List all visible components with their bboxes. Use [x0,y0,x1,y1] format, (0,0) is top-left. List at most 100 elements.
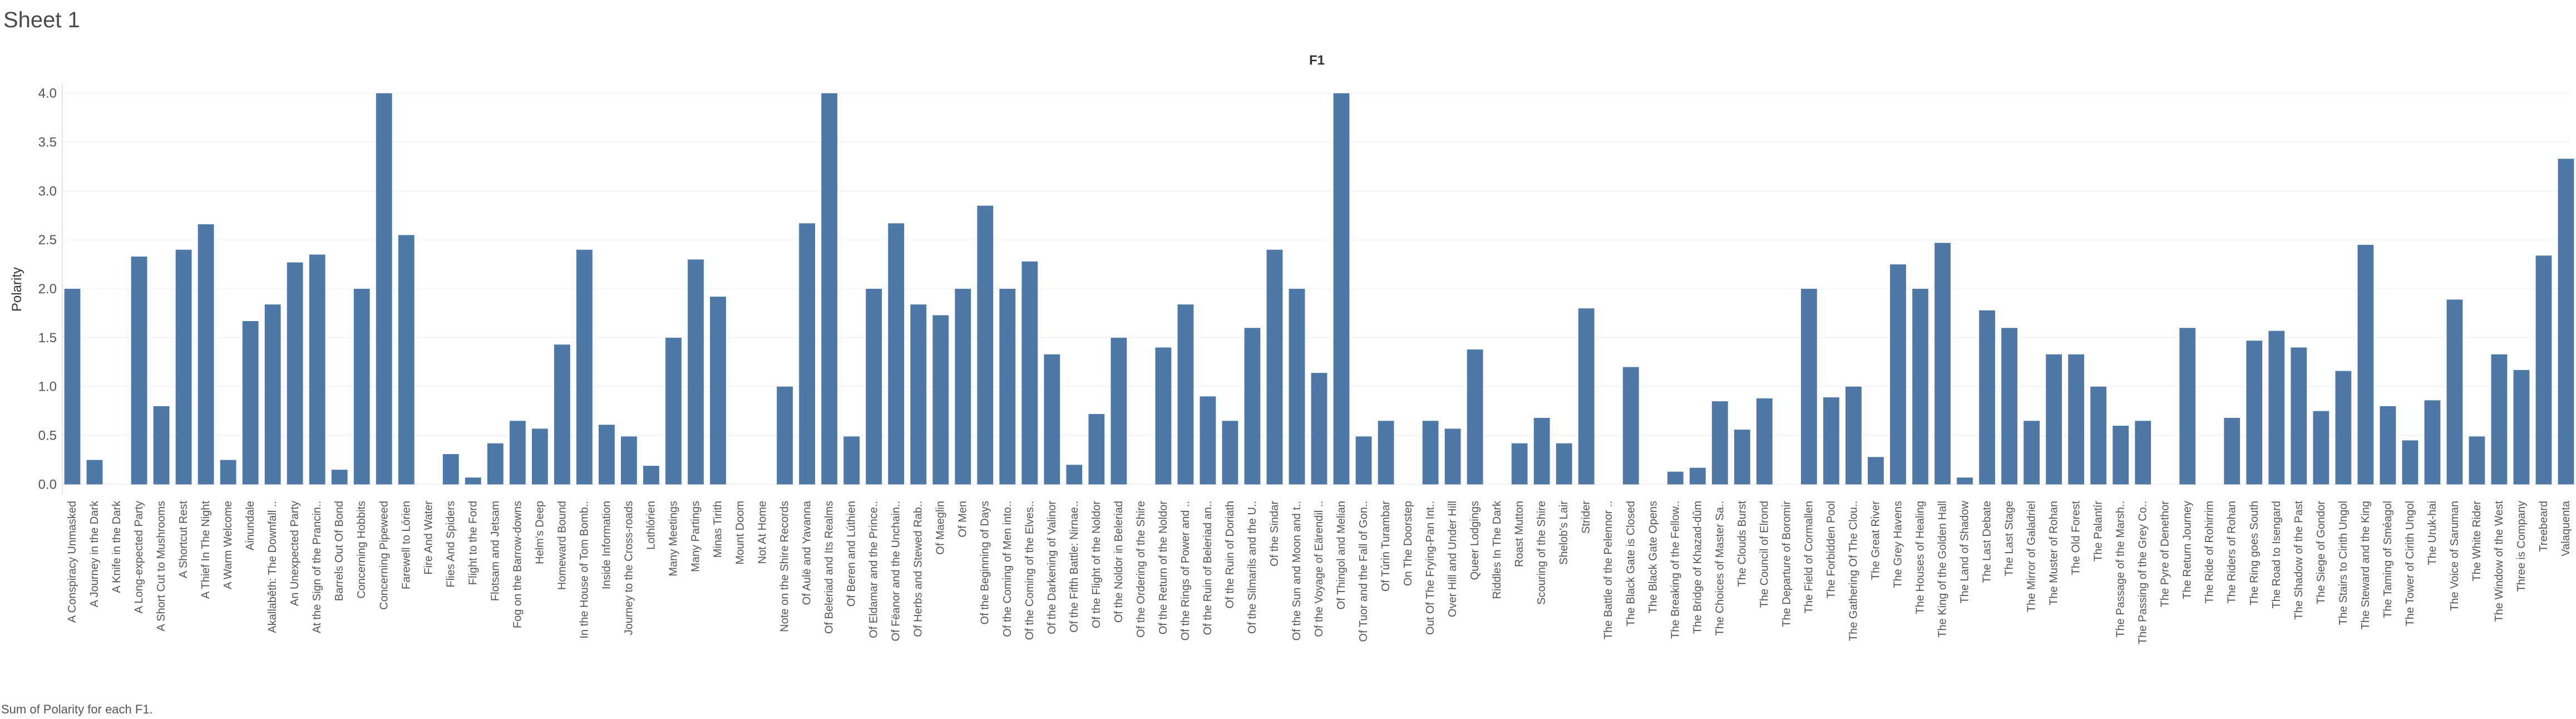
bar[interactable] [2446,299,2463,485]
bar[interactable] [376,93,392,485]
bar[interactable] [2424,400,2441,485]
bar[interactable] [821,93,838,485]
bar[interactable] [220,460,236,485]
bar[interactable] [599,425,615,485]
bar[interactable] [398,235,414,485]
bar[interactable] [1355,436,1372,485]
bar[interactable] [2179,328,2196,485]
bar[interactable] [1533,417,1550,485]
bar[interactable] [932,315,949,485]
bar[interactable] [1311,373,1328,485]
bar[interactable] [554,344,570,485]
bar[interactable] [2558,159,2574,485]
bar[interactable] [1756,398,1773,485]
bar[interactable] [1689,467,1706,485]
bar[interactable] [1244,328,1261,485]
bar[interactable] [353,289,370,485]
bar[interactable] [977,205,994,485]
bar[interactable] [2046,354,2062,485]
bar[interactable] [1467,349,1483,485]
bar[interactable] [2313,411,2330,485]
bar[interactable] [1711,401,1728,485]
bar[interactable] [2357,244,2374,485]
bar[interactable] [509,421,526,485]
bar[interactable] [1111,337,1127,485]
bar[interactable] [1912,289,1928,485]
bar[interactable] [531,429,548,485]
bar[interactable] [1155,347,1172,485]
bar[interactable] [2291,347,2307,485]
bar[interactable] [2224,417,2241,485]
bar[interactable] [2113,426,2129,485]
bar[interactable] [131,257,147,485]
bar[interactable] [1556,443,1572,485]
bar[interactable] [1066,465,1083,485]
bar[interactable] [1266,249,1283,485]
bar[interactable] [2090,386,2107,485]
bar[interactable] [1957,477,1973,485]
bar[interactable] [1845,386,1862,485]
bar[interactable] [1868,457,1884,485]
bar[interactable] [866,289,882,485]
bar[interactable] [777,386,793,485]
bar[interactable] [1177,304,1194,485]
bar[interactable] [309,254,325,485]
bar[interactable] [1734,430,1750,485]
bar[interactable] [86,460,103,485]
bar[interactable] [442,454,459,485]
bar[interactable] [331,470,348,485]
bar[interactable] [1378,421,1394,485]
bar[interactable] [153,406,170,485]
bar[interactable] [999,289,1016,485]
bar[interactable] [1979,310,1995,485]
bar[interactable] [1044,354,1060,485]
bar[interactable] [2135,421,2151,485]
bar[interactable] [1021,261,1038,485]
bar[interactable] [1823,397,1839,485]
bar[interactable] [955,289,971,485]
bar[interactable] [1667,471,1684,485]
bar[interactable] [910,304,927,485]
bar[interactable] [2024,421,2040,485]
bar[interactable] [487,443,504,485]
bar[interactable] [198,224,214,485]
bar[interactable] [1578,308,1595,485]
bar[interactable] [710,297,726,485]
bar[interactable] [287,262,303,485]
bar[interactable] [621,436,637,485]
bar[interactable] [2068,354,2085,485]
bar[interactable] [665,337,682,485]
bar[interactable] [1935,243,1951,485]
bar[interactable] [64,289,81,485]
bar[interactable] [888,223,905,485]
bar[interactable] [264,304,281,485]
bar[interactable] [1511,443,1528,485]
bar[interactable] [2001,328,2017,485]
bar[interactable] [1200,396,1216,485]
bar[interactable] [2335,371,2352,485]
bar[interactable] [465,477,481,485]
bar[interactable] [1088,413,1105,485]
bar[interactable] [2469,436,2485,485]
bar[interactable] [1622,367,1639,485]
bar[interactable] [1422,421,1439,485]
bar[interactable] [1800,289,1817,485]
bar[interactable] [242,321,259,485]
bar[interactable] [1289,289,1305,485]
bar[interactable] [2402,440,2419,485]
bar[interactable] [576,249,593,485]
bar[interactable] [1890,264,1906,485]
bar[interactable] [843,436,860,485]
bar[interactable] [2268,331,2285,485]
bar[interactable] [688,259,704,485]
bar[interactable] [2491,354,2508,485]
bar[interactable] [1333,93,1350,485]
bar[interactable] [643,466,659,485]
bar[interactable] [2535,255,2552,485]
bar[interactable] [1222,421,1238,485]
bar[interactable] [175,249,192,485]
bar[interactable] [2513,370,2530,485]
bar[interactable] [2380,406,2396,485]
bar[interactable] [799,223,815,485]
bar[interactable] [1444,429,1461,485]
